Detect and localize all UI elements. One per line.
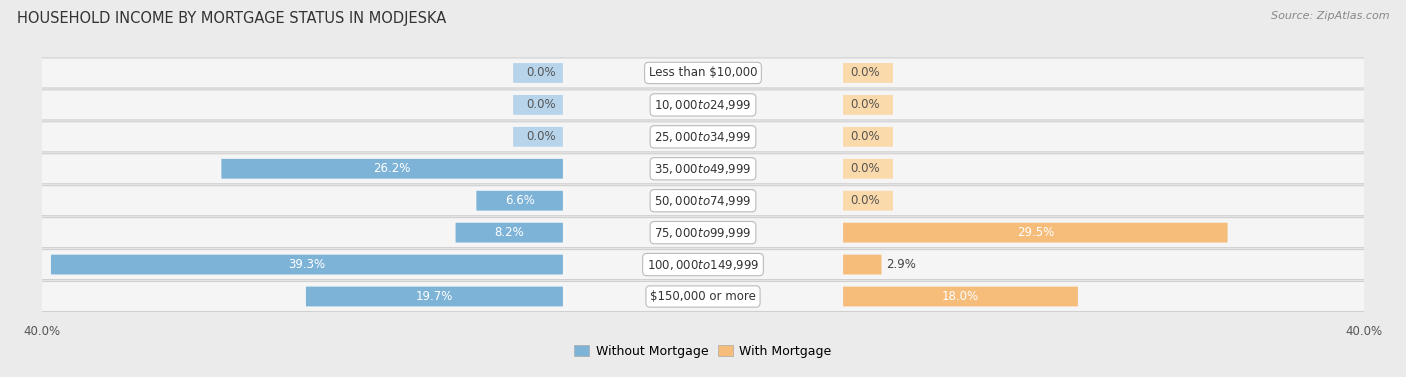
Text: $35,000 to $49,999: $35,000 to $49,999: [654, 162, 752, 176]
FancyBboxPatch shape: [307, 287, 562, 307]
FancyBboxPatch shape: [844, 95, 893, 115]
FancyBboxPatch shape: [844, 223, 1227, 242]
Text: 0.0%: 0.0%: [851, 194, 880, 207]
Text: 0.0%: 0.0%: [851, 130, 880, 143]
FancyBboxPatch shape: [41, 186, 1365, 216]
FancyBboxPatch shape: [41, 218, 1365, 248]
FancyBboxPatch shape: [41, 58, 1365, 88]
Text: 0.0%: 0.0%: [851, 162, 880, 175]
FancyBboxPatch shape: [844, 287, 1078, 307]
Text: $100,000 to $149,999: $100,000 to $149,999: [647, 257, 759, 271]
Text: Less than $10,000: Less than $10,000: [648, 66, 758, 80]
Text: 6.6%: 6.6%: [505, 194, 534, 207]
FancyBboxPatch shape: [513, 63, 562, 83]
Text: $50,000 to $74,999: $50,000 to $74,999: [654, 194, 752, 208]
Text: 19.7%: 19.7%: [416, 290, 453, 303]
FancyBboxPatch shape: [41, 154, 1365, 184]
FancyBboxPatch shape: [477, 191, 562, 211]
FancyBboxPatch shape: [844, 63, 893, 83]
Text: $25,000 to $34,999: $25,000 to $34,999: [654, 130, 752, 144]
Text: 0.0%: 0.0%: [526, 66, 555, 80]
FancyBboxPatch shape: [844, 191, 893, 211]
FancyBboxPatch shape: [513, 127, 562, 147]
FancyBboxPatch shape: [221, 159, 562, 179]
FancyBboxPatch shape: [41, 282, 1365, 311]
FancyBboxPatch shape: [456, 223, 562, 242]
Text: 2.9%: 2.9%: [886, 258, 915, 271]
Text: 26.2%: 26.2%: [374, 162, 411, 175]
Text: Source: ZipAtlas.com: Source: ZipAtlas.com: [1271, 11, 1389, 21]
Text: 0.0%: 0.0%: [851, 98, 880, 111]
Text: 0.0%: 0.0%: [526, 98, 555, 111]
FancyBboxPatch shape: [51, 255, 562, 274]
FancyBboxPatch shape: [41, 122, 1365, 152]
FancyBboxPatch shape: [844, 127, 893, 147]
FancyBboxPatch shape: [513, 95, 562, 115]
Text: 18.0%: 18.0%: [942, 290, 979, 303]
Text: 0.0%: 0.0%: [526, 130, 555, 143]
Text: $10,000 to $24,999: $10,000 to $24,999: [654, 98, 752, 112]
Text: 8.2%: 8.2%: [495, 226, 524, 239]
Text: $75,000 to $99,999: $75,000 to $99,999: [654, 225, 752, 240]
FancyBboxPatch shape: [41, 90, 1365, 120]
Text: 0.0%: 0.0%: [851, 66, 880, 80]
Text: 29.5%: 29.5%: [1017, 226, 1054, 239]
FancyBboxPatch shape: [844, 255, 882, 274]
Legend: Without Mortgage, With Mortgage: Without Mortgage, With Mortgage: [569, 340, 837, 363]
Text: 39.3%: 39.3%: [288, 258, 326, 271]
FancyBboxPatch shape: [844, 159, 893, 179]
FancyBboxPatch shape: [41, 250, 1365, 280]
Text: $150,000 or more: $150,000 or more: [650, 290, 756, 303]
Text: HOUSEHOLD INCOME BY MORTGAGE STATUS IN MODJESKA: HOUSEHOLD INCOME BY MORTGAGE STATUS IN M…: [17, 11, 446, 26]
